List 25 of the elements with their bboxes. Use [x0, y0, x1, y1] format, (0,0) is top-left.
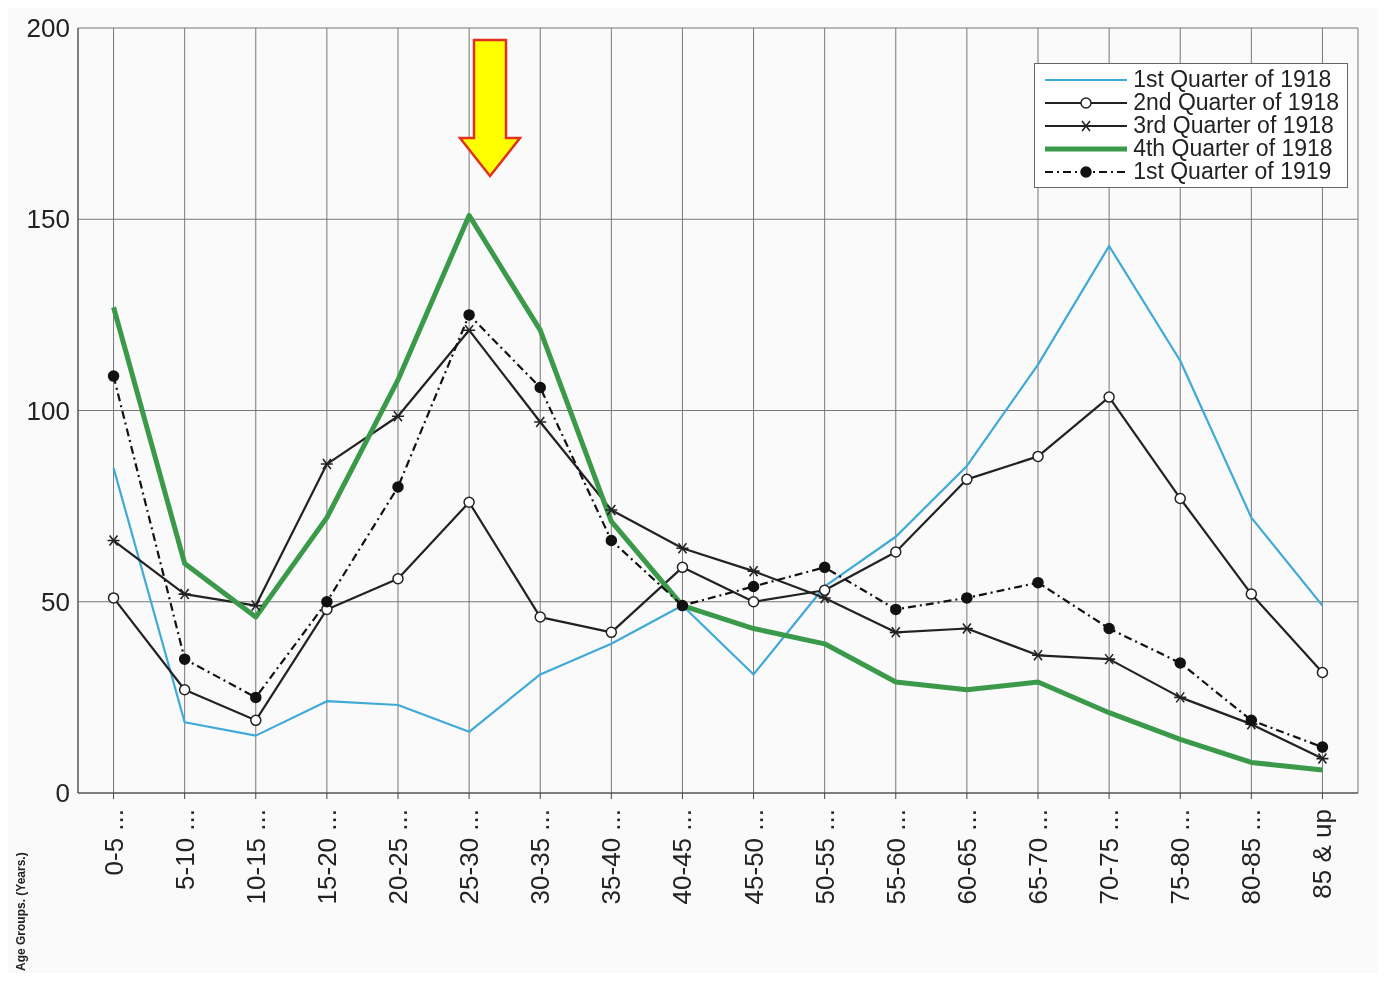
x-tick-label: 75-80 ...	[1165, 809, 1196, 905]
x-tick-label: 45-50 ...	[738, 809, 769, 905]
x-tick-label: 25-30 ...	[454, 809, 485, 905]
y-tick-label: 200	[26, 13, 70, 44]
x-tick-label: 20-25 ...	[383, 809, 413, 905]
x-tick-label: 10-15 ...	[240, 809, 271, 905]
x-tick-label: 50-55 ...	[809, 809, 840, 905]
x-tick-label: 70-75 ...	[1094, 809, 1125, 905]
x-tick-label: 0-5 ...	[98, 809, 129, 876]
y-axis-title: Age Groups. (Years.)	[14, 851, 29, 971]
x-tick-label: 80-85 ...	[1236, 809, 1267, 905]
y-tick-label: 0	[55, 778, 70, 809]
x-tick-label: 30-35 ...	[525, 809, 556, 905]
x-tick-label: 15-20 ...	[311, 809, 342, 905]
x-tick-label: 60-65 ...	[951, 809, 982, 905]
x-tick-label: 85 & up	[1307, 809, 1338, 899]
y-tick-label: 150	[26, 204, 70, 235]
x-tick-label: 5-10 ...	[169, 809, 200, 890]
y-tick-label: 100	[26, 395, 70, 426]
x-tick-label: 65-70 ...	[1023, 809, 1053, 905]
x-tick-label: 40-45 ...	[667, 809, 698, 905]
legend-label: 1st Quarter of 1918	[1133, 66, 1332, 93]
y-tick-label: 50	[41, 586, 70, 617]
x-tick-label: 35-40 ...	[596, 809, 627, 905]
x-tick-label: 55-60 ...	[880, 809, 911, 905]
